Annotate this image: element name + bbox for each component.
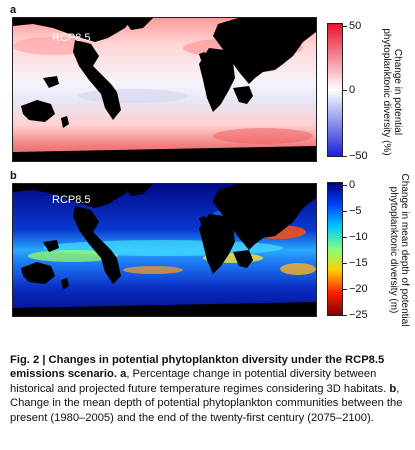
panel-a-tick-bottom: −50 [343, 150, 368, 162]
continents [13, 18, 316, 161]
panel-a-map [12, 17, 317, 162]
panel-a-tick-top: 50 [342, 20, 362, 32]
caption-a-label: a [120, 368, 127, 381]
panel-b-colorbar-title: Change in mean depth of potential phytop… [388, 173, 410, 327]
panel-b-tick-10: −10 [343, 231, 368, 243]
panel-a-colorbar-title: Change in potential phytoplanktonic dive… [381, 28, 403, 156]
panel-b-map [12, 183, 317, 317]
caption-b-label: b [389, 382, 397, 395]
continents [13, 184, 316, 316]
caption-a-text: , Percentage change in potential diversi… [10, 368, 387, 395]
panel-a-label: a [10, 4, 17, 16]
panel-a-scenario: RCP8.5 [52, 32, 91, 44]
panel-b-tick-20: −20 [343, 283, 368, 295]
panel-b-tick-15: −15 [343, 257, 368, 269]
caption-b-text: , Change in the mean depth of potential … [10, 382, 403, 424]
panel-a-colorbar [327, 23, 343, 157]
panel-b-scenario: RCP8.5 [52, 194, 91, 206]
panel-b-tick-25: −25 [343, 309, 368, 321]
panel-b-tick-0: 0 [342, 179, 356, 191]
figure-caption: Fig. 2 | Changes in potential phytoplank… [10, 353, 406, 425]
panel-b-tick-5: −5 [343, 205, 362, 217]
caption-figure-title: Fig. 2 | Changes in potential phytoplank… [10, 354, 385, 381]
panel-b-label: b [10, 170, 17, 182]
panel-b-colorbar [327, 182, 343, 316]
panel-a-tick-mid: 0 [342, 84, 356, 96]
